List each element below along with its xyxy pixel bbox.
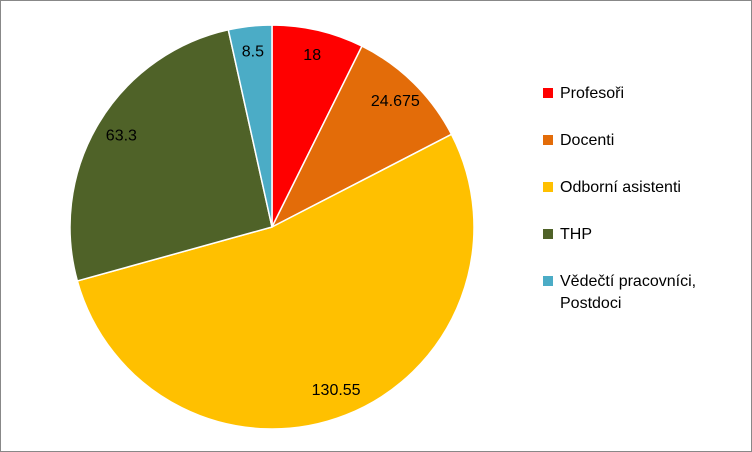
legend-swatch <box>543 88 553 98</box>
legend-swatch <box>543 135 553 145</box>
data-label: 130.55 <box>312 382 361 399</box>
legend-label: Odborní asistenti <box>560 179 681 196</box>
legend-label: Profesoři <box>560 85 625 102</box>
pie-slice <box>76 133 475 430</box>
legend-swatch <box>543 229 553 239</box>
data-label: 18 <box>303 47 321 64</box>
legend-item: Vědečtí pracovníci, Postdoci <box>543 271 730 315</box>
legend-swatch <box>543 182 553 192</box>
data-label: 63.3 <box>106 128 137 145</box>
legend-item: THP <box>543 224 730 246</box>
pie-slice <box>69 28 273 282</box>
pie-slice <box>270 45 453 229</box>
legend-item: Odborní asistenti <box>543 177 730 199</box>
legend-item: Docenti <box>543 130 730 152</box>
legend-label: Docenti <box>560 132 615 149</box>
pie-slice <box>227 24 273 228</box>
legend-label: Vědečtí pracovníci, Postdoci <box>560 273 697 312</box>
legend-item: Profesoři <box>543 83 730 105</box>
legend-swatch <box>543 276 553 286</box>
data-label: 24.675 <box>371 93 420 110</box>
legend-label: THP <box>560 226 592 243</box>
data-label: 8.5 <box>242 44 264 61</box>
